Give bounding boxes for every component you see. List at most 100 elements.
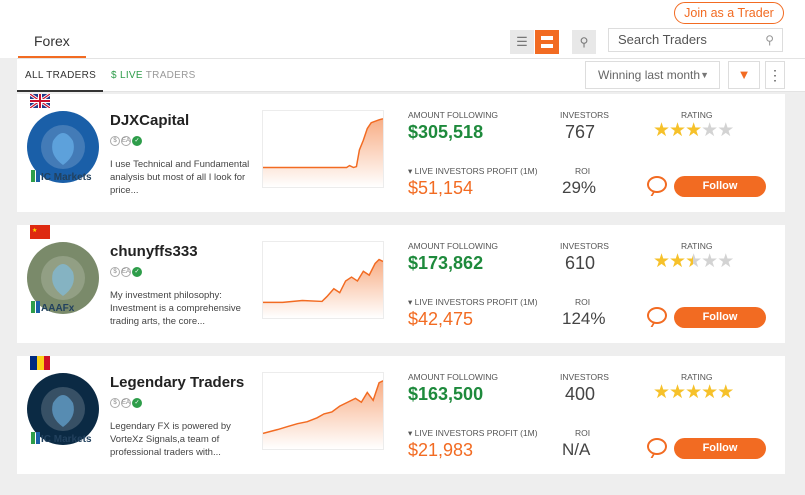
trader-name[interactable]: DJXCapital [110, 112, 190, 129]
live-label: LIVE [119, 70, 143, 81]
follow-button[interactable]: Follow [674, 438, 766, 459]
star-empty-icon: ★ [717, 120, 734, 141]
trader-name[interactable]: chunyffs333 [110, 243, 198, 260]
dollar-badge-icon: $ [110, 267, 120, 277]
performance-sparkline[interactable] [262, 372, 384, 450]
filter-bar: ALL TRADERS $ LIVE TRADERS Winning last … [17, 58, 805, 92]
ea-badge-icon: EA [121, 136, 131, 146]
map-pin-icon[interactable]: ⚲ [572, 30, 596, 54]
card-view-icon[interactable] [535, 30, 559, 54]
star-filled-icon: ★ [653, 251, 670, 272]
sort-dropdown[interactable]: Winning last month ▼ [585, 61, 720, 89]
amount-following-value: $305,518 [408, 122, 484, 142]
star-empty-icon: ★ [701, 120, 718, 141]
star-filled-icon: ★ [717, 382, 734, 403]
star-filled-icon: ★ [701, 382, 718, 403]
verified-check-icon: ✓ [132, 136, 142, 146]
amount-following-label: AMOUNT FOLLOWING [408, 372, 499, 382]
star-filled-icon: ★ [653, 120, 670, 141]
chat-bubble-icon[interactable] [647, 307, 667, 324]
performance-sparkline[interactable] [262, 110, 384, 188]
ea-badge-icon: EA [121, 267, 131, 277]
trader-card[interactable]: ★ AAAFx chunyffs333 $ EA ✓ My investment p… [17, 225, 785, 343]
search-input[interactable]: Search Traders ⚲ [608, 28, 783, 52]
svg-text:★: ★ [32, 227, 37, 234]
star-half-icon: ★ [685, 251, 702, 272]
traders-label: TRADERS [145, 70, 196, 81]
star-filled-icon: ★ [669, 120, 686, 141]
trader-description: I use Technical and Fundamental analysis… [110, 159, 250, 196]
chevron-down-icon: ▼ [700, 70, 709, 80]
verified-check-icon: ✓ [132, 267, 142, 277]
rating-label: RATING [681, 241, 713, 251]
verification-badges: $ EA ✓ [110, 267, 143, 279]
star-filled-icon: ★ [685, 120, 702, 141]
country-flag-icon: ★ [30, 225, 50, 239]
tab-live-traders[interactable]: $ LIVE TRADERS [111, 59, 196, 92]
sort-value: Winning last month [598, 68, 701, 82]
investors-label: INVESTORS [560, 110, 609, 120]
roi-value: 124% [562, 309, 606, 328]
performance-sparkline[interactable] [262, 241, 384, 319]
verification-badges: $ EA ✓ [110, 398, 143, 410]
investors-label: INVESTORS [560, 241, 609, 251]
tab-all-traders[interactable]: ALL TRADERS [17, 59, 103, 92]
chat-bubble-icon[interactable] [647, 438, 667, 455]
investors-value: 610 [565, 253, 596, 273]
amount-following-label: AMOUNT FOLLOWING [408, 241, 499, 251]
live-profit-value: $21,983 [408, 440, 474, 460]
follow-button[interactable]: Follow [674, 176, 766, 197]
live-profit-value: $51,154 [408, 178, 474, 198]
dollar-badge-icon: $ [110, 398, 120, 408]
live-profit-label[interactable]: ▾ LIVE INVESTORS PROFIT (1M) [408, 297, 538, 307]
top-bar: Join as a Trader Forex ☰ ⚲ Search Trader… [0, 0, 805, 58]
investors-label: INVESTORS [560, 372, 609, 382]
rating-label: RATING [681, 110, 713, 120]
trader-name[interactable]: Legendary Traders [110, 374, 245, 391]
amount-following-label: AMOUNT FOLLOWING [408, 110, 499, 120]
star-empty-icon: ★ [717, 251, 734, 272]
search-placeholder: Search Traders [618, 32, 707, 47]
broker-logo: IC Markets [31, 432, 92, 448]
join-as-trader-button[interactable]: Join as a Trader [674, 2, 784, 24]
trader-description: Legendary FX is powered by VorteXz Signa… [110, 421, 231, 458]
star-empty-icon: ★ [701, 251, 718, 272]
rating-stars: ★★★★★ [653, 119, 734, 142]
tab-forex[interactable]: Forex [18, 30, 86, 58]
avatar[interactable] [27, 242, 99, 314]
rating-stars: ★★★★★ [653, 250, 734, 273]
broker-logo: IC Markets [31, 170, 92, 186]
roi-label: ROI [575, 297, 591, 307]
investors-value: 400 [565, 384, 596, 404]
star-filled-icon: ★ [685, 382, 702, 403]
country-flag-icon [30, 356, 50, 370]
rating-label: RATING [681, 372, 713, 382]
trader-card[interactable]: IC Markets DJXCapital $ EA ✓ I use Technic… [17, 94, 785, 212]
amount-following-value: $163,500 [408, 384, 484, 404]
live-profit-label[interactable]: ▾ LIVE INVESTORS PROFIT (1M) [408, 166, 538, 176]
verification-badges: $ EA ✓ [110, 136, 143, 148]
rating-stars: ★★★★★ [653, 381, 734, 404]
roi-label: ROI [575, 428, 591, 438]
ea-badge-icon: EA [121, 398, 131, 408]
filter-icon[interactable]: ▼ [728, 61, 760, 89]
search-icon[interactable]: ⚲ [765, 33, 774, 47]
list-view-icon[interactable]: ☰ [510, 30, 534, 54]
investors-value: 767 [565, 122, 596, 142]
star-filled-icon: ★ [653, 382, 670, 403]
trader-card[interactable]: IC Markets Legendary Traders $ EA ✓ Legend… [17, 356, 785, 474]
star-filled-icon: ★ [669, 251, 686, 272]
broker-logo: AAAFx [31, 301, 74, 317]
dollar-icon: $ [111, 70, 117, 81]
country-flag-icon [30, 94, 50, 108]
roi-value: 29% [562, 178, 597, 197]
more-options-icon[interactable]: ⋮ [765, 61, 785, 89]
live-profit-label[interactable]: ▾ LIVE INVESTORS PROFIT (1M) [408, 428, 538, 438]
amount-following-value: $173,862 [408, 253, 484, 273]
chat-bubble-icon[interactable] [647, 176, 667, 193]
dollar-badge-icon: $ [110, 136, 120, 146]
trader-description: My investment philosophy: Investment is … [110, 290, 241, 327]
roi-label: ROI [575, 166, 591, 176]
star-filled-icon: ★ [669, 382, 686, 403]
follow-button[interactable]: Follow [674, 307, 766, 328]
